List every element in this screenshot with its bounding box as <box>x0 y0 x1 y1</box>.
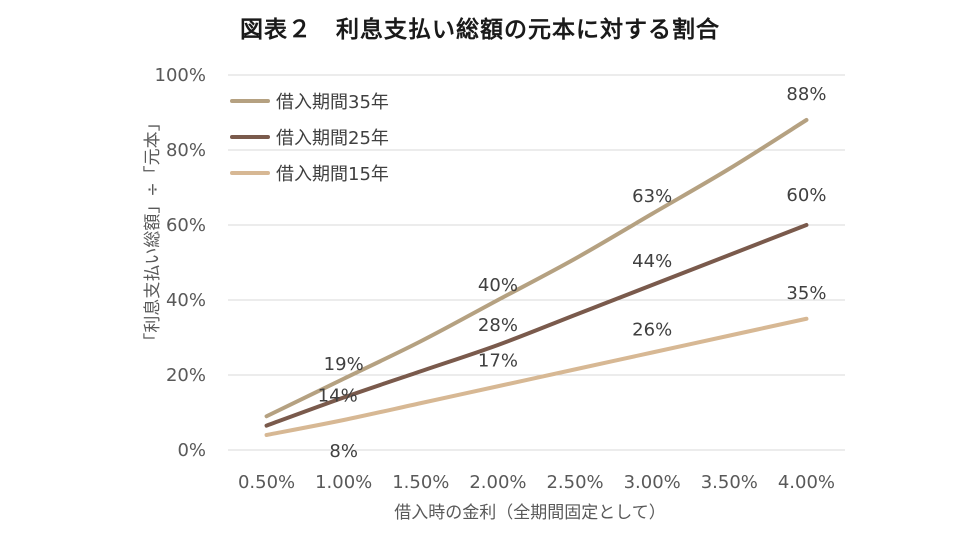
y-tick-label: 0% <box>177 440 206 461</box>
x-axis-title: 借入時の金利（全期間固定として） <box>394 503 666 523</box>
data-label: 14% <box>318 386 358 407</box>
data-label: 8% <box>329 441 358 462</box>
x-tick-label: 4.00% <box>778 472 835 493</box>
y-tick-label: 20% <box>166 365 206 386</box>
data-label: 19% <box>324 354 364 375</box>
legend-label: 借入期間15年 <box>276 164 389 185</box>
x-tick-label: 1.50% <box>392 472 449 493</box>
series-lines <box>264 118 809 437</box>
data-label: 40% <box>478 275 518 296</box>
x-tick-label: 2.00% <box>469 472 526 493</box>
gridlines <box>228 74 845 451</box>
data-label: 63% <box>632 186 672 207</box>
data-label: 28% <box>478 315 518 336</box>
legend-label: 借入期間35年 <box>276 92 389 113</box>
x-axis-tick-labels: 0.50% 1.00% 1.50% 2.00% 2.50% 3.00% 3.50% 4.00% <box>238 472 835 493</box>
y-axis-tick-labels: 0% 20% 40% 60% 80% 100% <box>155 65 206 461</box>
x-tick-label: 2.50% <box>546 472 603 493</box>
x-tick-label: 3.00% <box>624 472 681 493</box>
legend-label: 借入期間25年 <box>276 128 389 149</box>
x-tick-label: 3.50% <box>701 472 758 493</box>
data-label: 88% <box>786 84 826 105</box>
chart-title: 図表２ 利息支払い総額の元本に対する割合 <box>240 17 720 43</box>
y-tick-label: 40% <box>166 290 206 311</box>
series-line-2 <box>264 316 809 437</box>
data-labels: 19% 40% 63% 88% 14% 28% 44% 60% 8% 17% 26% 35% <box>318 84 827 462</box>
data-label: 17% <box>478 350 518 371</box>
series-line-0 <box>264 118 809 419</box>
data-label: 60% <box>786 185 826 206</box>
series-line-1 <box>264 223 809 428</box>
data-label: 35% <box>786 283 826 304</box>
y-tick-label: 100% <box>155 65 206 86</box>
x-tick-label: 0.50% <box>238 472 295 493</box>
data-label: 26% <box>632 320 672 341</box>
y-tick-label: 60% <box>166 215 206 236</box>
data-label: 44% <box>632 251 672 272</box>
y-axis-title: 「利息支払い総額」÷「元本」 <box>143 114 163 349</box>
y-tick-label: 80% <box>166 140 206 161</box>
x-tick-label: 1.00% <box>315 472 372 493</box>
